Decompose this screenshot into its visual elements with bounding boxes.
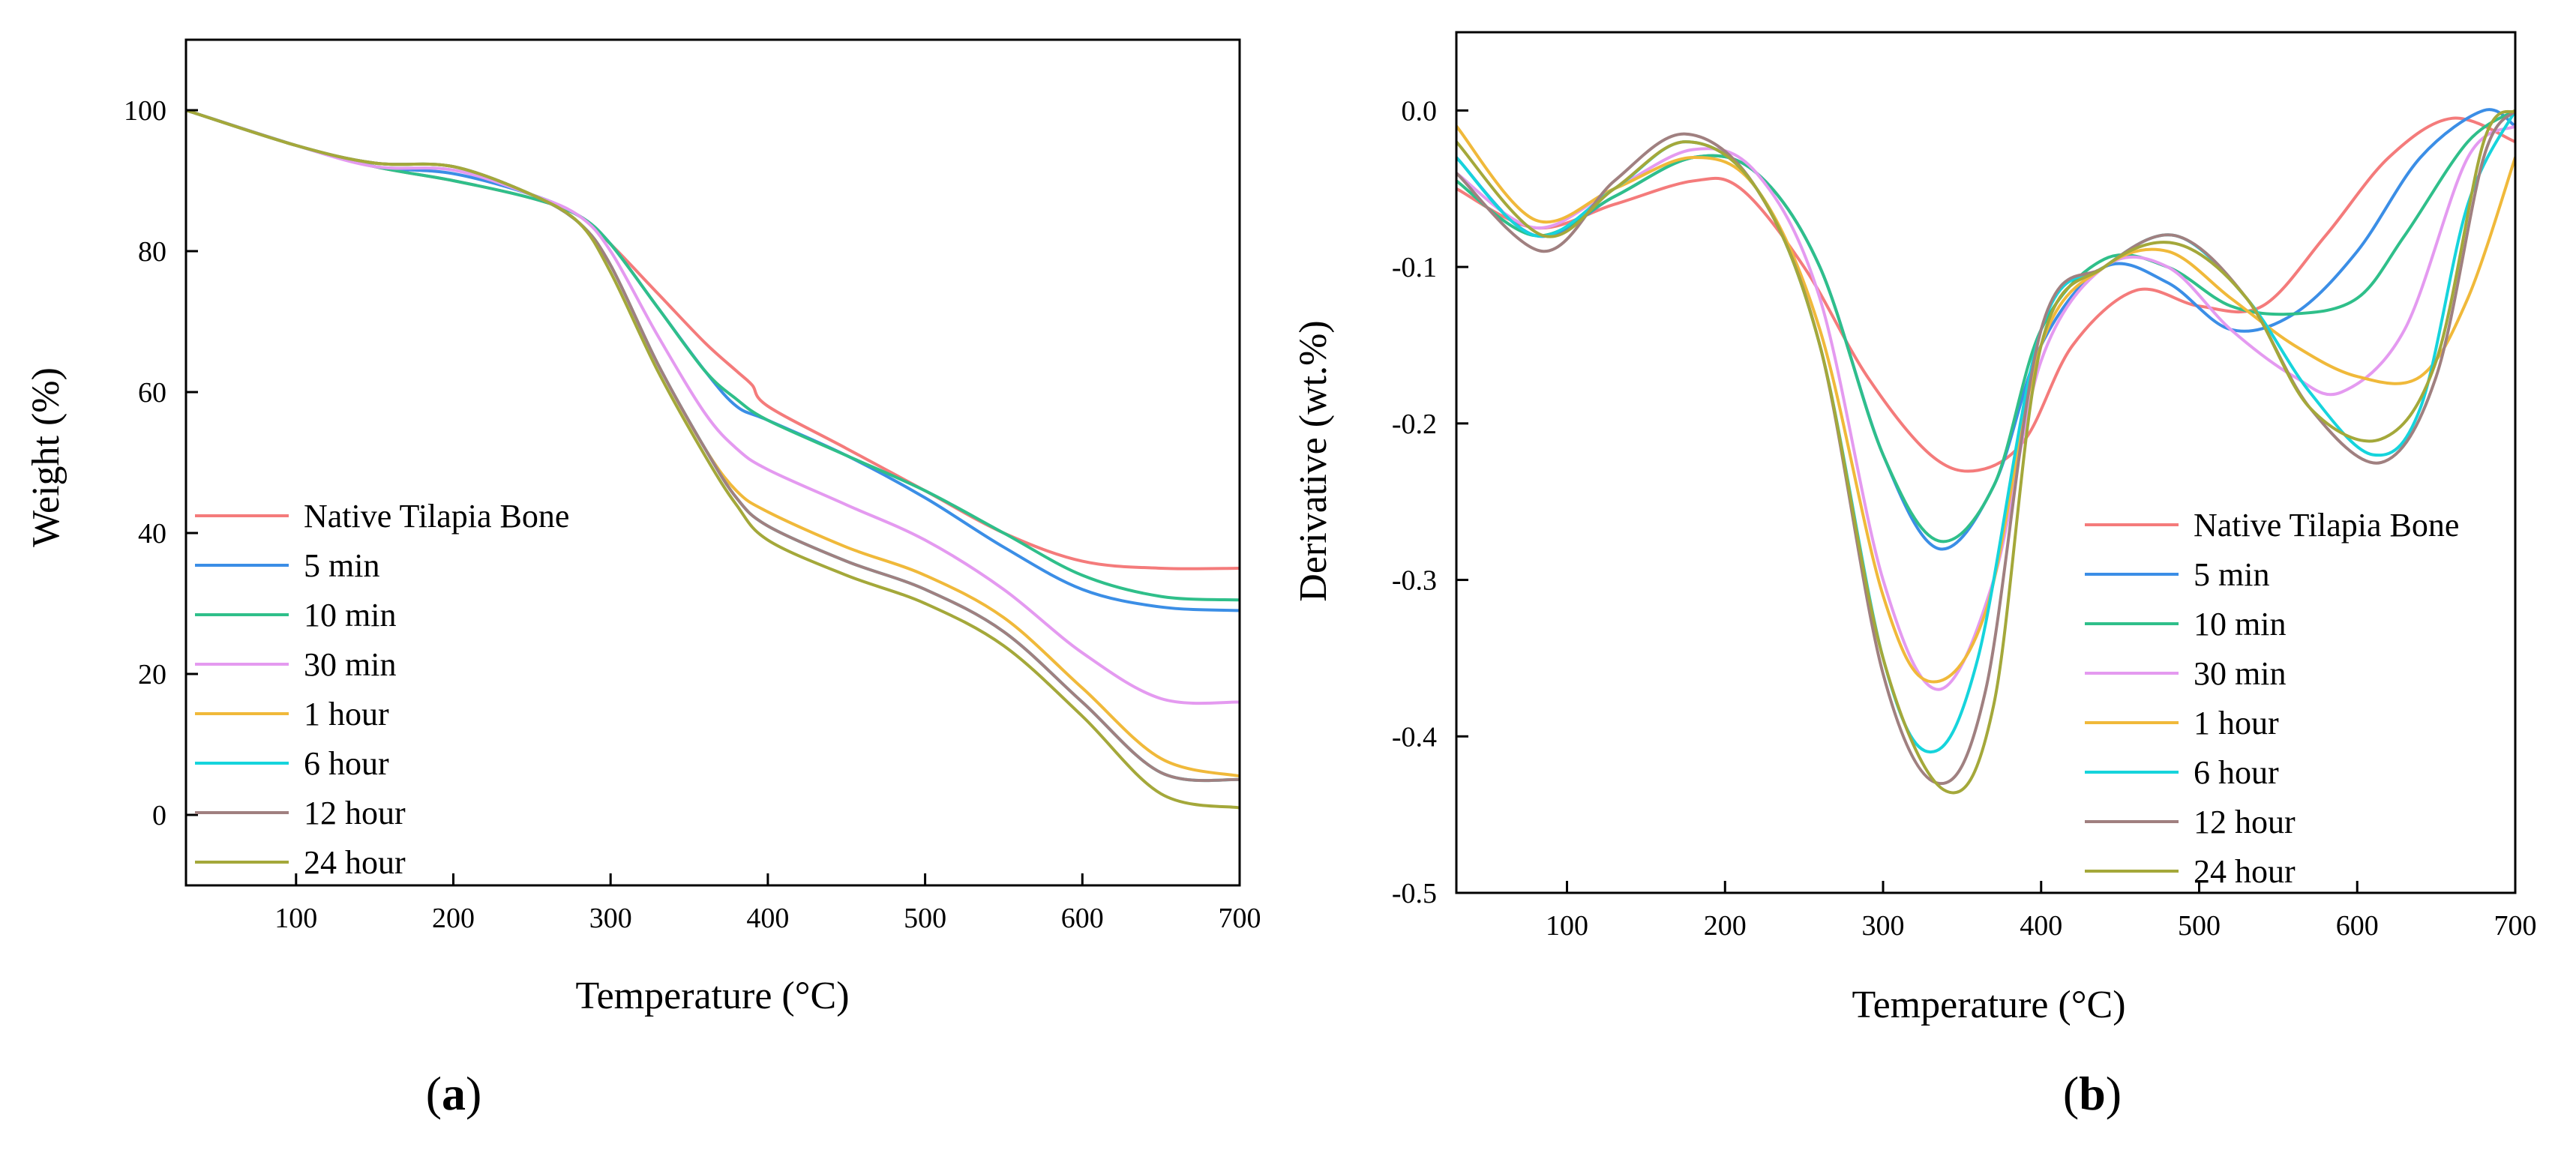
x-tick-label: 600 <box>2336 910 2379 942</box>
legend-item: 6 hour <box>2085 754 2279 791</box>
y-tick-label: 0 <box>152 800 166 831</box>
legend-item: 1 hour <box>195 696 389 732</box>
series-line-native-tilapia-bone <box>1456 116 2515 473</box>
panel-a-label: (a) <box>426 1067 482 1120</box>
y-tick-label: 20 <box>138 659 166 690</box>
legend-item: 12 hour <box>195 795 406 831</box>
x-tick-label: 100 <box>1546 910 1588 942</box>
x-tick-label: 500 <box>904 903 946 934</box>
panel-b-ticks: 100 200 300 400 500 600 700 0.0 -0.1 -0.2 -0.3 -0.4… <box>1392 95 2537 942</box>
y-tick-label: 60 <box>138 377 166 409</box>
panel-a-legend: Native Tilapia Bone 5 min 10 min 30 min 1 ho… <box>195 498 569 881</box>
legend-label: 12 hour <box>2194 804 2296 840</box>
x-tick-label: 400 <box>746 903 789 934</box>
panel-b-x-axis-title: Temperature (°C) <box>1852 984 2125 1026</box>
x-tick-label: 200 <box>432 903 475 934</box>
x-tick-label: 300 <box>589 903 632 934</box>
legend-label: 10 min <box>304 597 396 633</box>
legend-item: 6 hour <box>195 745 389 782</box>
legend-label: 12 hour <box>304 795 406 831</box>
legend-item: 5 min <box>2085 556 2269 593</box>
legend-label: 1 hour <box>2194 705 2279 741</box>
legend-item: 24 hour <box>195 844 406 881</box>
y-tick-label: 40 <box>138 518 166 550</box>
legend-item: 1 hour <box>2085 705 2279 741</box>
legend-item: 30 min <box>195 646 396 683</box>
legend-label: 10 min <box>2194 606 2286 642</box>
legend-label: 5 min <box>304 547 379 584</box>
x-tick-label: 500 <box>2178 910 2221 942</box>
legend-label: 1 hour <box>304 696 389 732</box>
legend-label: Native Tilapia Bone <box>2194 507 2459 544</box>
legend-label: 24 hour <box>304 844 406 881</box>
legend-label: 6 hour <box>2194 754 2279 791</box>
legend-item: 12 hour <box>2085 804 2296 840</box>
panel-a-ticks: 100 200 300 400 500 600 700 0 20 40 60 80 100 <box>124 95 1261 934</box>
y-tick-label: 100 <box>124 95 166 127</box>
legend-label: 24 hour <box>2194 853 2296 890</box>
panel-a-weight-chart: 100 200 300 400 500 600 700 0 20 40 60 80 100 Temper… <box>25 38 1261 1120</box>
y-tick-label: 0.0 <box>1402 95 1438 127</box>
legend-label: 30 min <box>304 646 396 683</box>
series-line-30-min <box>1456 124 2515 691</box>
legend-item: 10 min <box>2085 606 2286 642</box>
legend-label: 5 min <box>2194 556 2269 593</box>
legend-label: Native Tilapia Bone <box>304 498 569 535</box>
y-tick-label: -0.4 <box>1392 721 1437 753</box>
x-tick-label: 700 <box>2494 910 2537 942</box>
panel-a-series-layer <box>186 109 1240 810</box>
legend-label: 6 hour <box>304 745 389 782</box>
panel-a-x-axis-title: Temperature (°C) <box>575 975 849 1017</box>
legend-label: 30 min <box>2194 655 2286 692</box>
panel-a-plot-frame <box>184 38 1241 887</box>
series-line-1-hour <box>1456 124 2515 684</box>
legend-item: 10 min <box>195 597 396 633</box>
series-line-10-min <box>186 109 1240 602</box>
panel-b-legend: Native Tilapia Bone 5 min 10 min 30 min 1 ho… <box>2085 507 2459 890</box>
y-tick-label: -0.3 <box>1392 565 1437 597</box>
legend-item: 30 min <box>2085 655 2286 692</box>
x-tick-label: 400 <box>2020 910 2062 942</box>
series-line-6-hour <box>1456 109 2515 754</box>
x-tick-label: 600 <box>1061 903 1104 934</box>
x-tick-label: 100 <box>274 903 317 934</box>
series-line-10-min <box>1456 109 2515 544</box>
panel-b-series-layer <box>1456 108 2515 795</box>
series-line-24-hour <box>186 109 1240 810</box>
y-tick-label: -0.2 <box>1392 409 1437 440</box>
x-tick-label: 200 <box>1704 910 1747 942</box>
panel-a-y-axis-title: Weight (%) <box>25 367 67 547</box>
legend-item: Native Tilapia Bone <box>2085 507 2459 544</box>
x-tick-label: 300 <box>1862 910 1905 942</box>
legend-item: Native Tilapia Bone <box>195 498 569 535</box>
series-line-30-min <box>186 109 1240 705</box>
panel-b-plot-frame <box>1455 31 2517 894</box>
legend-item: 24 hour <box>2085 853 2296 890</box>
panel-b-label: (b) <box>2063 1067 2122 1120</box>
series-line-24-hour <box>1456 109 2515 795</box>
y-tick-label: 80 <box>138 236 166 268</box>
series-line-5-min <box>1456 108 2515 551</box>
y-tick-label: -0.5 <box>1392 878 1437 909</box>
series-line-12-hour <box>1456 109 2515 786</box>
legend-item: 5 min <box>195 547 379 584</box>
panel-b-y-axis-title: Derivative (wt.%) <box>1292 320 1335 601</box>
series-line-5-min <box>186 109 1240 612</box>
y-tick-label: -0.1 <box>1392 252 1437 283</box>
x-tick-label: 700 <box>1219 903 1261 934</box>
panel-b-derivative-chart: 100 200 300 400 500 600 700 0.0 -0.1 -0.2 -0.3 -0.4… <box>1292 31 2537 1120</box>
